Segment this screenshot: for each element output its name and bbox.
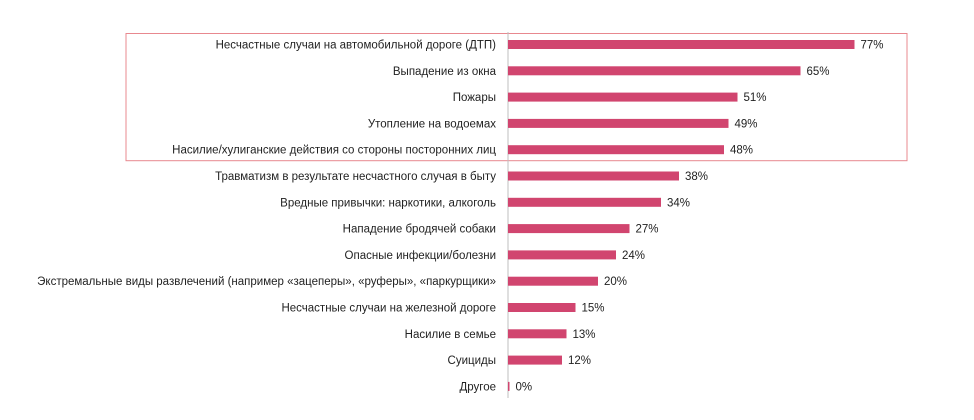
category-label: Экстремальные виды развлечений (например… — [37, 276, 496, 288]
value-labels-group: 77% 65% 51% 49% 48% 38% 34% 27% 24% 20% 15% 13% 12% 0… — [516, 40, 884, 394]
value-label: 34% — [667, 197, 690, 209]
category-label: Другое — [459, 381, 496, 393]
value-label: 12% — [568, 355, 591, 367]
bars-group — [508, 40, 855, 391]
bar — [508, 66, 801, 75]
bar — [508, 119, 729, 128]
category-labels-group: Несчастные случаи на автомобильной дорог… — [37, 40, 496, 394]
value-label: 27% — [636, 224, 659, 236]
bar — [508, 145, 724, 154]
category-label: Несчастные случаи на железной дороге — [281, 303, 496, 315]
bar — [508, 303, 576, 312]
category-label: Утопление на водоемах — [368, 118, 496, 130]
value-label: 77% — [861, 40, 884, 52]
value-label: 0% — [516, 381, 533, 393]
category-label: Насилие в семье — [405, 329, 496, 341]
category-label: Несчастные случаи на автомобильной дорог… — [216, 40, 497, 52]
value-label: 49% — [735, 118, 758, 130]
bar — [508, 250, 616, 259]
bar — [508, 224, 630, 233]
category-label: Насилие/хулиганские действия со стороны … — [172, 145, 496, 157]
value-label: 20% — [604, 276, 627, 288]
category-label: Пожары — [453, 92, 496, 104]
category-label: Выпадение из окна — [393, 66, 497, 78]
value-label: 65% — [807, 66, 830, 78]
category-label: Опасные инфекции/болезни — [345, 250, 496, 262]
bar — [508, 172, 679, 181]
value-label: 51% — [744, 92, 767, 104]
bar — [508, 40, 855, 49]
bar — [508, 277, 598, 286]
category-label: Нападение бродячей собаки — [343, 224, 496, 236]
bar — [508, 382, 510, 391]
category-label: Суициды — [448, 355, 496, 367]
category-label: Вредные привычки: наркотики, алкоголь — [280, 197, 496, 209]
bar — [508, 356, 562, 365]
bar — [508, 198, 661, 207]
bar — [508, 329, 567, 338]
value-label: 24% — [622, 250, 645, 262]
value-label: 13% — [573, 329, 596, 341]
value-label: 38% — [685, 171, 708, 183]
category-label: Травматизм в результате несчастного случ… — [215, 171, 496, 183]
value-label: 48% — [730, 145, 753, 157]
value-label: 15% — [582, 303, 605, 315]
bar — [508, 93, 738, 102]
